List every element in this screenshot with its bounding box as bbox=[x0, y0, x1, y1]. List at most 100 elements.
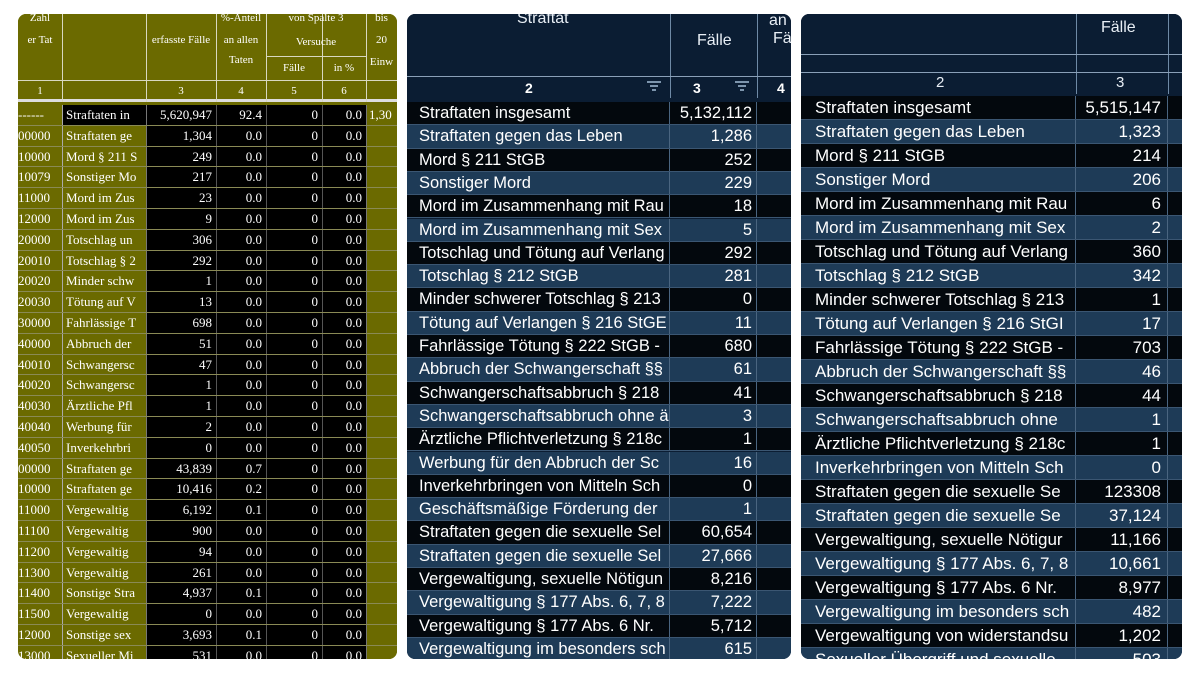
row-value: 4,937 bbox=[146, 583, 216, 605]
row-value: 229 bbox=[670, 171, 757, 196]
header-num1: 1 bbox=[37, 85, 43, 97]
row-attempts-percent: 0.0 bbox=[322, 417, 366, 438]
header-num5: 5 bbox=[291, 85, 297, 97]
row-value: 1 bbox=[1076, 288, 1168, 312]
table-row: Ärztliche Pflichtverletzung § 218c 1 bbox=[801, 432, 1182, 456]
row-value: 1 bbox=[146, 375, 216, 397]
row-value: 1,286 bbox=[670, 125, 757, 149]
row-rate bbox=[366, 645, 397, 659]
row-share bbox=[757, 452, 791, 475]
row-share bbox=[757, 312, 791, 335]
row-key: 11100 bbox=[18, 523, 50, 538]
row-attempts: 0 bbox=[266, 250, 322, 272]
row-attempts-percent: 0.0 bbox=[322, 105, 366, 126]
table-row: 10079 Sonstiger Mo 217 0.0 0 0.0 bbox=[18, 167, 397, 189]
row-percent: 0.0 bbox=[216, 396, 266, 417]
row-attempts: 0 bbox=[266, 604, 322, 625]
row-value: 1 bbox=[670, 498, 757, 522]
header-col4-line3: Taten bbox=[228, 54, 254, 66]
row-share bbox=[757, 265, 791, 288]
row-value: 0 bbox=[1076, 456, 1168, 480]
row-value: 703 bbox=[1076, 336, 1168, 360]
row-label: Minder schwerer Totschlag § 213 bbox=[801, 288, 1076, 312]
row-label: Schwangerschaftsabbruch § 218 bbox=[407, 381, 670, 405]
row-value: 5 bbox=[670, 218, 757, 242]
row-percent: 0.0 bbox=[216, 188, 266, 209]
row-share bbox=[757, 521, 791, 544]
table-row: 11300 Vergewaltig 261 0.0 0 0.0 bbox=[18, 562, 397, 584]
table-row: Straftaten gegen das Leben 1,323 bbox=[801, 120, 1182, 144]
table-row: Straftaten gegen die sexuelle Sel 60,654 bbox=[407, 521, 791, 545]
row-label: Straftaten ge bbox=[62, 479, 146, 501]
row-value: 342 bbox=[1076, 264, 1168, 288]
row-label: Vergewaltig bbox=[62, 562, 146, 584]
row-attempts: 0 bbox=[266, 125, 322, 147]
row-key: 12000 bbox=[18, 211, 51, 226]
row-percent: 0.7 bbox=[216, 458, 266, 480]
row-label: Vergewaltigung § 177 Abs. 6 Nr. bbox=[407, 614, 670, 638]
row-label: Fahrlässige Tötung § 222 StGB - bbox=[407, 335, 670, 359]
row-percent: 0.0 bbox=[216, 229, 266, 251]
row-label: Tötung auf Verlangen § 216 StGE bbox=[407, 311, 670, 335]
row-key: 11300 bbox=[18, 564, 51, 580]
row-key: 12000 bbox=[18, 627, 51, 642]
row-key: 20000 bbox=[18, 231, 51, 247]
row-value: 3,693 bbox=[146, 625, 216, 646]
row-label: Straftaten gegen die sexuelle Se bbox=[801, 480, 1076, 504]
row-percent: 0.2 bbox=[216, 479, 266, 501]
row-value: 900 bbox=[146, 521, 216, 542]
table-row: Abbruch der Schwangerschaft §§ 46 bbox=[801, 360, 1182, 384]
row-rate bbox=[366, 604, 397, 625]
row-rate bbox=[366, 417, 397, 438]
row-label: Straftaten in bbox=[62, 105, 146, 126]
table-row: Inverkehrbringen von Mitteln Sch 0 bbox=[801, 456, 1182, 480]
table-row: 11000 Vergewaltig 6,192 0.1 0 0.0 bbox=[18, 500, 397, 521]
row-attempts-percent: 0.0 bbox=[322, 645, 366, 659]
row-key: 20010 bbox=[18, 252, 51, 268]
row-attempts-percent: 0.0 bbox=[322, 500, 366, 521]
row-value: 531 bbox=[146, 645, 216, 659]
table-row: Straftaten insgesamt 5,132,112 bbox=[407, 102, 791, 126]
row-label: Ärztliche Pflichtverletzung § 218c bbox=[801, 432, 1076, 456]
row-value: 0 bbox=[146, 604, 216, 625]
table-header: Fälle 2 3 bbox=[801, 14, 1182, 94]
table-row: 20000 Totschlag un 306 0.0 0 0.0 bbox=[18, 229, 397, 251]
row-value: 9 bbox=[146, 209, 216, 230]
row-rate bbox=[366, 437, 397, 459]
filter-icon[interactable] bbox=[647, 81, 661, 91]
row-attempts: 0 bbox=[266, 167, 322, 189]
row-rate bbox=[366, 313, 397, 334]
table-row: 00000 Straftaten ge 1,304 0.0 0 0.0 bbox=[18, 125, 397, 147]
row-value: 680 bbox=[670, 335, 757, 359]
table-row: Schwangerschaftsabbruch § 218 44 bbox=[801, 384, 1182, 408]
row-label: Mord § 211 S bbox=[62, 146, 146, 168]
row-value: 47 bbox=[146, 354, 216, 376]
row-share bbox=[757, 498, 791, 521]
table-row: 40050 Inverkehrbri 0 0.0 0 0.0 bbox=[18, 437, 397, 459]
row-value: 6 bbox=[1076, 192, 1168, 216]
table-row: Straftaten gegen die sexuelle Se 37,124 bbox=[801, 504, 1182, 528]
row-attempts-percent: 0.0 bbox=[322, 167, 366, 189]
row-attempts: 0 bbox=[266, 271, 322, 293]
header-num2: 2 bbox=[525, 80, 533, 96]
row-rate bbox=[366, 562, 397, 584]
header-col4-line1: %-Anteil bbox=[220, 14, 262, 24]
filter-icon[interactable] bbox=[735, 81, 749, 91]
row-attempts: 0 bbox=[266, 188, 322, 209]
row-label: Inverkehrbri bbox=[62, 437, 146, 459]
row-percent: 0.0 bbox=[216, 167, 266, 189]
row-label: Vergewaltig bbox=[62, 521, 146, 542]
row-share bbox=[757, 125, 791, 148]
table-row: Mord im Zusammenhang mit Rau 6 bbox=[801, 192, 1182, 216]
table-row: Mord § 211 StGB 252 bbox=[407, 148, 791, 172]
row-attempts-percent: 0.0 bbox=[322, 313, 366, 334]
header-col6: in % bbox=[333, 62, 355, 74]
table-row: Vergewaltigung, sexuelle Nötigun 8,216 bbox=[407, 568, 791, 592]
table-row: 40020 Schwangersc 1 0.0 0 0.0 bbox=[18, 375, 397, 397]
row-value: 217 bbox=[146, 167, 216, 189]
row-share bbox=[757, 615, 791, 638]
row-label: Totschlag § 2 bbox=[62, 250, 146, 272]
row-value: 94 bbox=[146, 541, 216, 563]
row-attempts-percent: 0.0 bbox=[322, 375, 366, 397]
row-label: Mord im Zusammenhang mit Sex bbox=[801, 216, 1076, 240]
